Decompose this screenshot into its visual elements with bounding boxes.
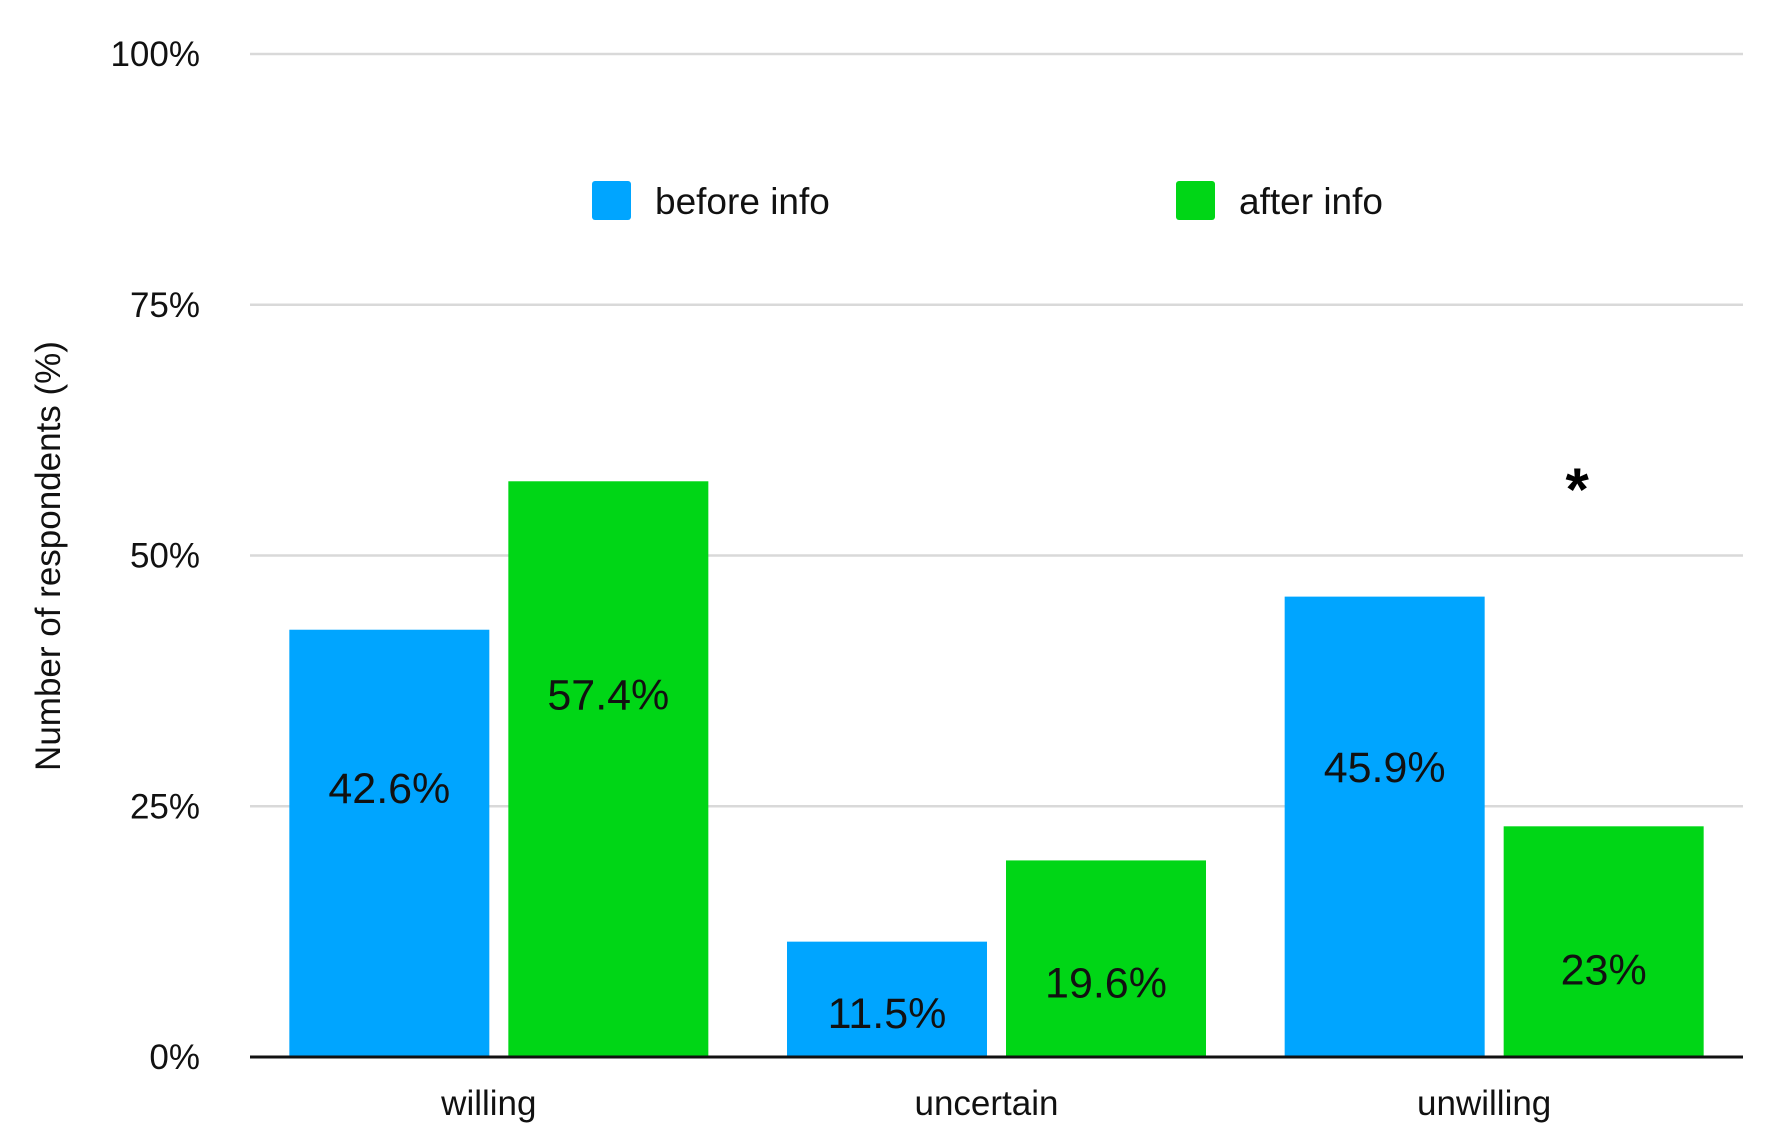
data-label: 42.6% xyxy=(328,765,450,813)
bar-before-info-willing xyxy=(289,629,490,1057)
bar-before-info-uncertain xyxy=(787,941,987,1057)
legend-swatch-before-info xyxy=(592,181,631,220)
x-tick-label: willing xyxy=(440,1084,536,1123)
x-tick-label: unwilling xyxy=(1417,1084,1551,1123)
y-tick-label: 25% xyxy=(130,787,200,826)
legend-swatch-after-info xyxy=(1176,181,1215,220)
x-tick-label: uncertain xyxy=(915,1084,1059,1123)
y-tick-label: 0% xyxy=(149,1038,200,1077)
data-label: 19.6% xyxy=(1045,959,1167,1007)
y-tick-label: 50% xyxy=(130,537,200,576)
data-label: 45.9% xyxy=(1324,744,1446,792)
y-tick-label: 75% xyxy=(130,286,200,325)
bar-after-info-uncertain xyxy=(1006,860,1206,1057)
legend-label: before info xyxy=(655,181,830,222)
legend-label: after info xyxy=(1239,181,1383,222)
bar-after-info-willing xyxy=(508,481,709,1057)
significance-asterisk: * xyxy=(1565,456,1589,523)
data-label: 11.5% xyxy=(828,990,947,1038)
bar-before-info-unwilling xyxy=(1284,596,1485,1057)
bar-after-info-unwilling xyxy=(1503,826,1704,1057)
y-axis-label: Number of respondents (%) xyxy=(29,341,68,771)
data-label: 23% xyxy=(1561,946,1647,994)
data-label: 57.4% xyxy=(547,671,669,719)
y-tick-label: 100% xyxy=(110,35,200,74)
